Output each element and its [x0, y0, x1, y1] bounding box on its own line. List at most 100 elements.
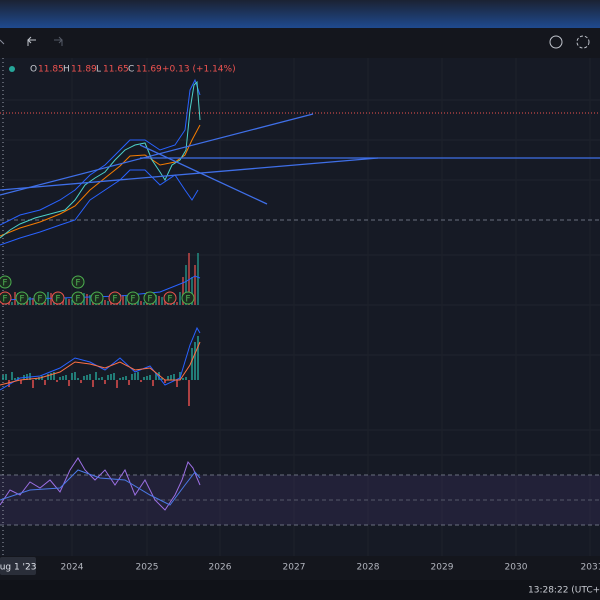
volume-bar — [143, 302, 145, 305]
macd-histogram — [41, 376, 43, 380]
earnings-label: F — [147, 295, 152, 305]
rsi-line — [0, 457, 201, 511]
macd-histogram — [107, 375, 109, 380]
settings-button[interactable] — [576, 35, 590, 49]
time-label: 2030 — [505, 563, 528, 573]
earnings-marker — [51, 291, 65, 305]
macd-histogram — [74, 372, 76, 380]
macd-histogram — [62, 376, 64, 380]
macd-histogram — [77, 378, 79, 380]
time-label: 2026 — [209, 563, 232, 573]
rsi-ma — [0, 469, 201, 506]
volume-bar — [158, 296, 160, 305]
time-axis — [0, 556, 600, 580]
macd-histogram — [83, 376, 85, 380]
earnings-label: F — [167, 295, 172, 305]
volume-bar — [194, 265, 196, 305]
volume-bar — [71, 300, 73, 305]
time-label: 2027 — [283, 563, 306, 573]
toolbar — [0, 28, 600, 58]
macd-histogram — [125, 376, 127, 380]
macd-histogram — [47, 374, 49, 380]
macd-histogram — [161, 378, 163, 380]
volume-bar — [182, 277, 184, 305]
volume-bar — [44, 302, 46, 305]
volume-bar — [14, 292, 16, 305]
earnings-label: F — [19, 295, 24, 305]
macd-histogram — [164, 380, 166, 383]
dropdown-caret[interactable] — [0, 39, 5, 45]
volume-bar — [188, 253, 190, 305]
macd-histogram — [149, 375, 151, 380]
volume-bar — [197, 253, 199, 305]
redo-button[interactable] — [54, 36, 63, 46]
macd-histogram — [59, 377, 61, 380]
volume-bar — [185, 265, 187, 305]
change-value: +0.13 (+1.14%) — [162, 65, 236, 75]
macd-histogram — [122, 377, 124, 380]
macd-histogram — [179, 372, 181, 380]
macd-histogram — [173, 374, 175, 380]
time-label: 2024 — [61, 563, 84, 573]
macd-histogram — [155, 373, 157, 380]
earnings-marker — [143, 291, 157, 305]
undo-button[interactable] — [27, 36, 36, 46]
volume-bar — [110, 302, 112, 305]
time-label: Aug 1 '23 — [0, 563, 36, 573]
volume-bar — [137, 300, 139, 305]
macd-histogram — [137, 372, 139, 380]
open-label: O — [30, 65, 37, 75]
earnings-marker — [33, 291, 47, 305]
macd-histogram — [20, 380, 22, 384]
macd-histogram — [170, 375, 172, 380]
low-value: 11.65 — [103, 65, 129, 75]
volume-bar — [68, 299, 70, 305]
macd-histogram — [17, 377, 19, 380]
trend-line — [0, 157, 379, 191]
volume-bar — [50, 293, 52, 305]
time-label: 2025 — [136, 563, 159, 573]
macd-histogram — [110, 374, 112, 380]
macd-histogram — [8, 380, 10, 387]
macd-histogram — [185, 377, 187, 380]
volume-bar — [89, 295, 91, 305]
earnings-label: F — [75, 279, 80, 289]
earnings-marker — [71, 275, 85, 289]
macd-histogram — [194, 342, 196, 380]
macd-histogram — [104, 380, 106, 384]
macd-histogram — [191, 348, 193, 380]
macd-histogram — [158, 372, 160, 380]
macd-histogram — [53, 372, 55, 380]
window-bar — [0, 0, 600, 28]
time-label: 2031 — [581, 563, 600, 573]
macd-histogram — [92, 380, 94, 387]
volume-bar — [32, 298, 34, 305]
volume-bar — [86, 294, 88, 305]
earnings-label: F — [2, 279, 7, 289]
macd-histogram — [140, 380, 142, 382]
volume-bar — [29, 297, 31, 305]
macd-histogram — [101, 377, 103, 380]
macd-histogram — [146, 376, 148, 380]
earnings-label: F — [130, 295, 135, 305]
low-label: L — [96, 65, 101, 75]
macd-histogram — [32, 380, 34, 388]
status-bar — [0, 580, 600, 600]
price — [0, 80, 201, 239]
earnings-label: F — [185, 295, 190, 305]
earnings-marker — [15, 291, 29, 305]
earnings-label: F — [75, 295, 80, 305]
status-dot — [9, 66, 15, 72]
volume-bar — [125, 296, 127, 305]
macd-histogram — [2, 375, 4, 380]
volume-bar — [122, 295, 124, 305]
rsi-band — [0, 475, 600, 525]
snapshot-button[interactable] — [549, 35, 563, 49]
macd-histogram — [95, 372, 97, 380]
earnings-marker — [71, 291, 85, 305]
macd-histogram — [35, 378, 37, 380]
macd-histogram — [5, 374, 7, 380]
volume-bar — [11, 302, 13, 305]
